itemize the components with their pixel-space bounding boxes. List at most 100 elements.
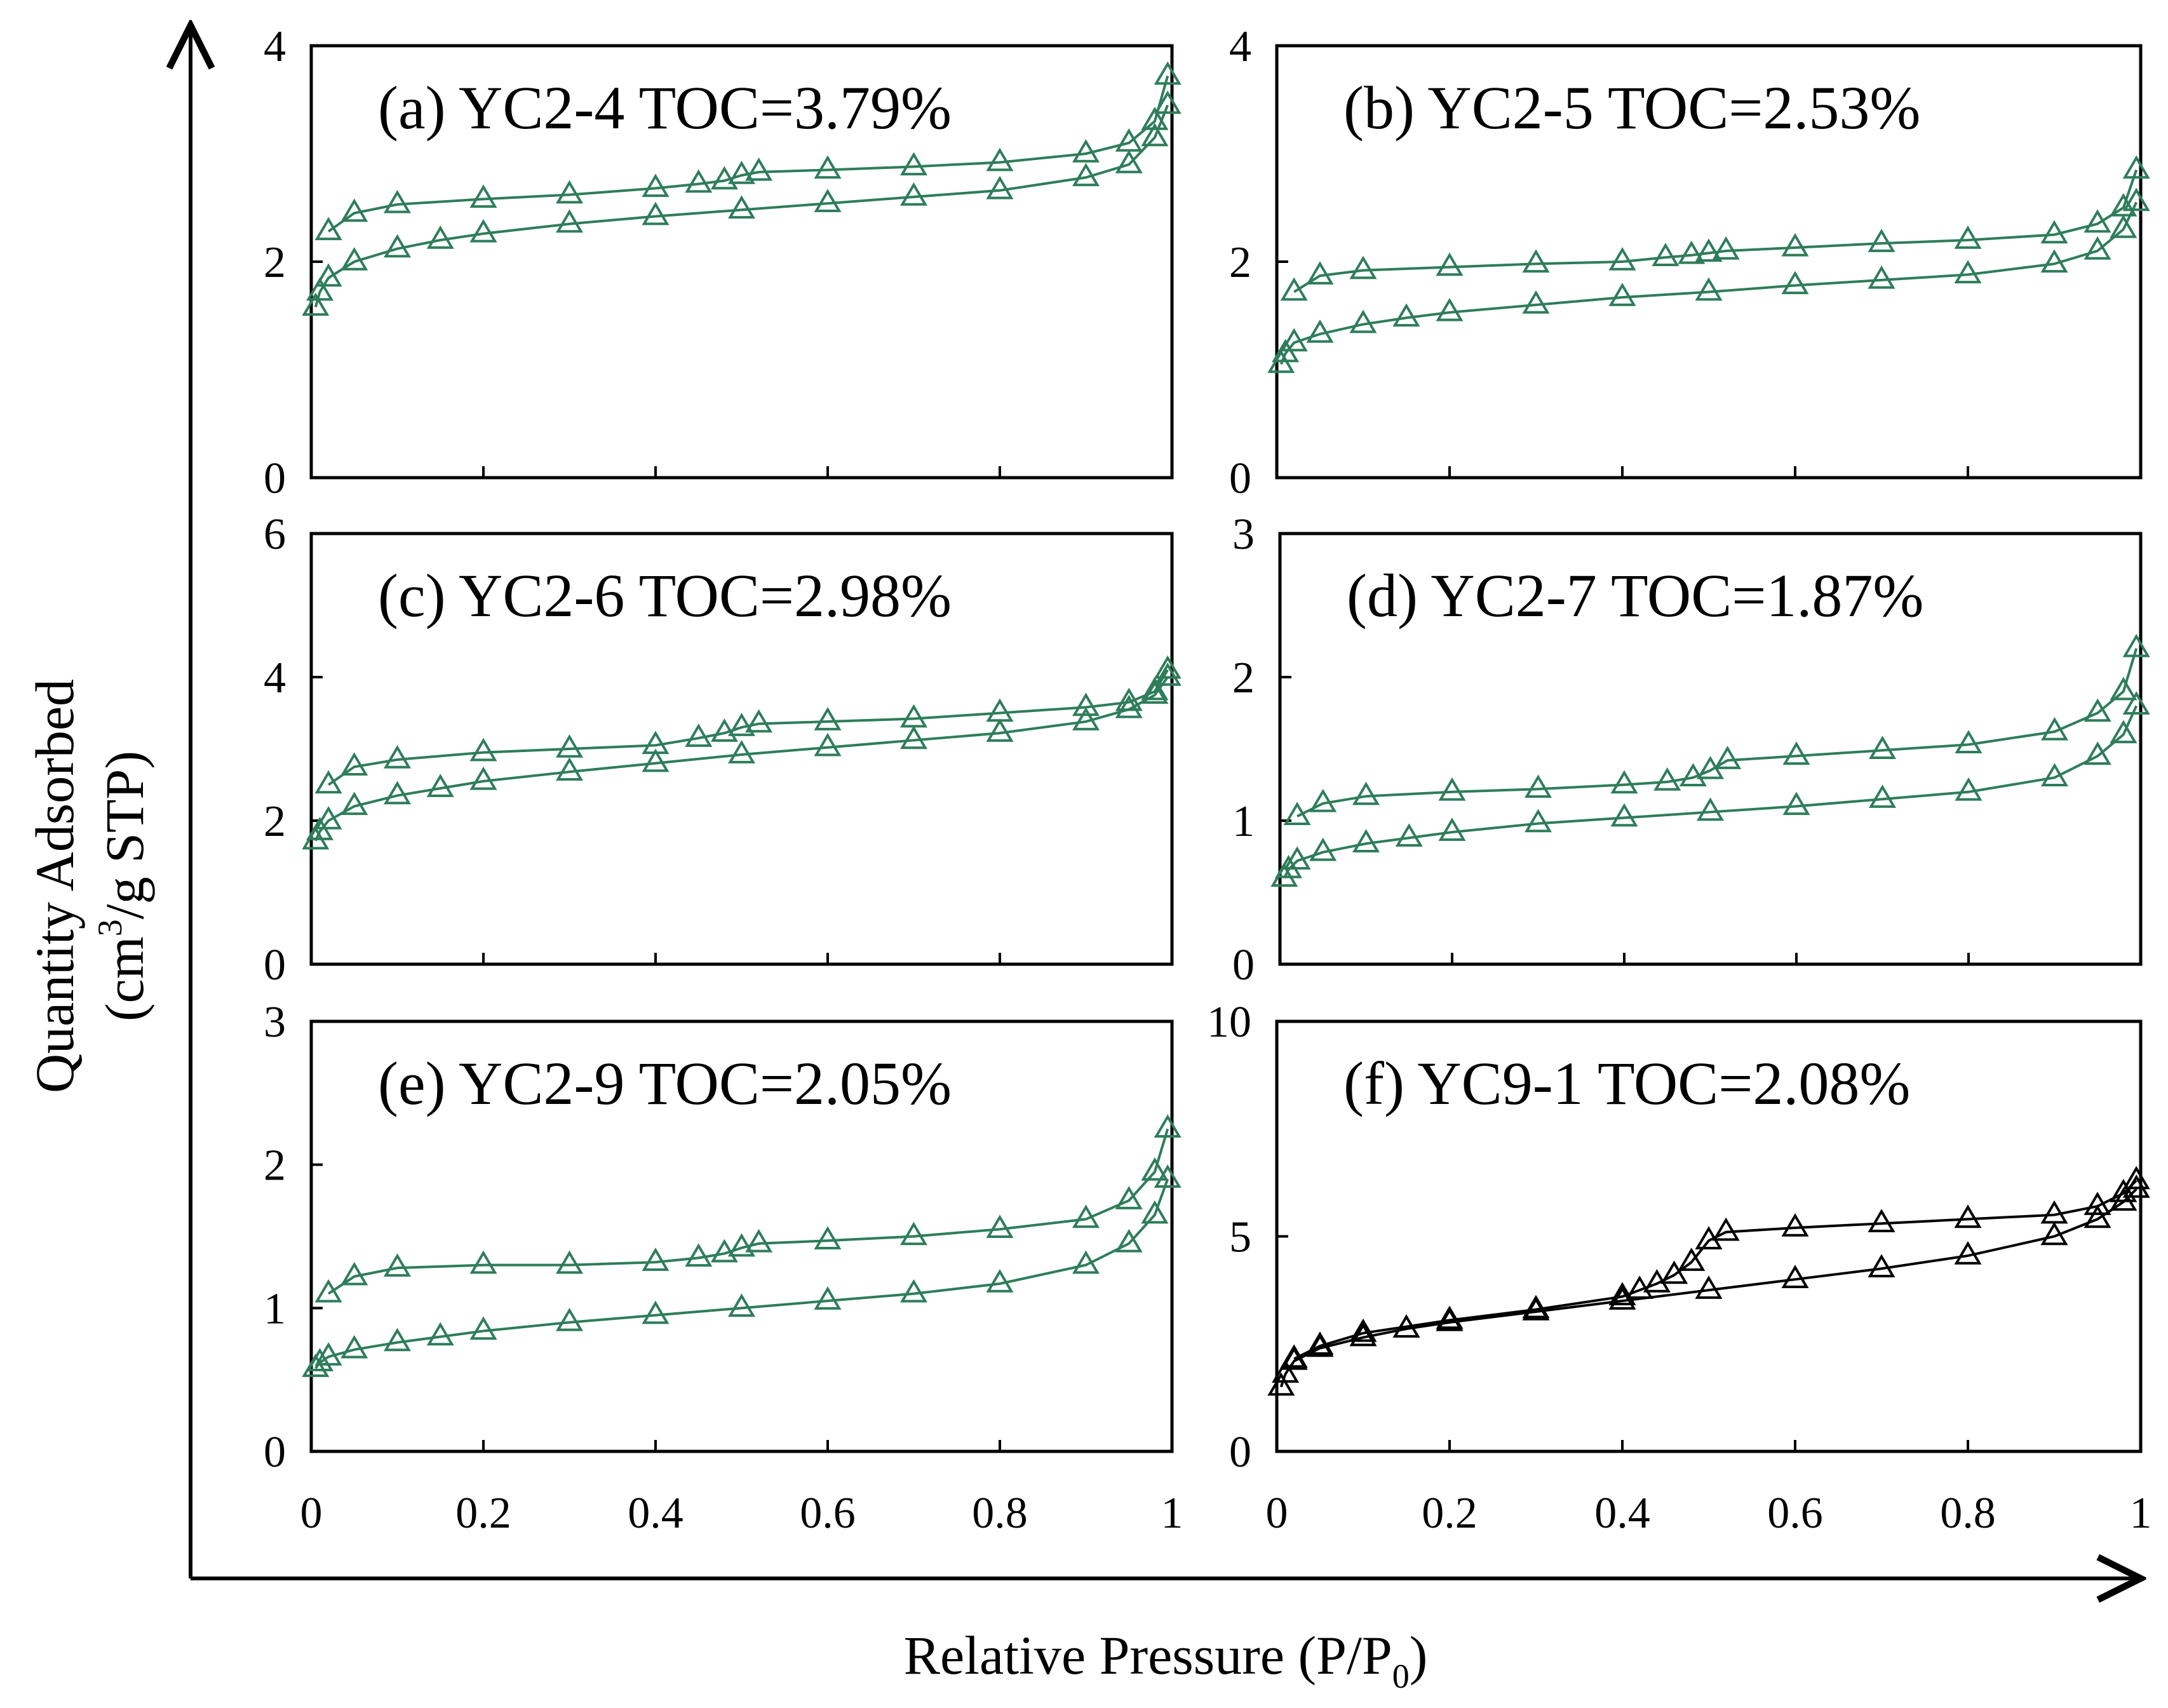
desorption-point [1352, 781, 1380, 805]
desorption-point [899, 704, 928, 728]
x-tick-label: 0.2 [455, 1489, 511, 1538]
adsorption-line [1279, 1188, 2138, 1388]
y-tick-label: 4 [1229, 22, 1251, 71]
x-tick-label: 0 [1266, 1489, 1288, 1538]
adsorption-point [1283, 846, 1311, 870]
adsorption-point [2110, 720, 2138, 744]
desorption-point [469, 184, 497, 208]
desorption-point [1141, 107, 1169, 130]
adsorption-point [1072, 163, 1100, 187]
desorption-point [899, 152, 928, 176]
desorption-line [327, 1128, 1169, 1295]
adsorption-point [2122, 691, 2150, 715]
desorption-point [2122, 1166, 2150, 1190]
desorption-point [986, 698, 1014, 722]
adsorption-point [340, 247, 368, 271]
panel-d: 0 1 2 3 (d) YC2-7 TOC=1.87% [1232, 510, 2150, 990]
desorption-point [1868, 736, 1897, 760]
adsorption-point [306, 277, 334, 301]
adsorption-point [1954, 260, 1982, 284]
y-tick-label: 4 [264, 654, 286, 703]
desorption-point [745, 157, 773, 181]
desorption-line [1293, 169, 2138, 293]
x-tick-label: 1 [1161, 1489, 1183, 1538]
adsorption-point [2040, 1221, 2068, 1246]
desorption-point [1280, 1344, 1308, 1368]
panel-title: (c) YC2-6 TOC=2.98% [378, 561, 952, 629]
panel-title: (e) YC2-9 TOC=2.05% [378, 1049, 952, 1117]
y-axis-title-line1: Quantity Adsorbed [24, 679, 85, 1093]
adsorption-point [306, 1348, 334, 1371]
adsorption-point [986, 718, 1014, 742]
adsorption-point [1154, 662, 1182, 686]
adsorption-point [1115, 694, 1143, 718]
adsorption-point [1781, 1265, 1809, 1288]
desorption-point [555, 734, 584, 758]
y-axis-title: Quantity Adsorbed (cm3/g STP) [24, 679, 155, 1093]
desorption-point [2084, 209, 2111, 233]
adsorption-point [469, 219, 497, 243]
y-tick-label: 6 [264, 510, 286, 559]
x-tick-label: 0.2 [1422, 1489, 1478, 1538]
x-tick-label: 0.6 [800, 1489, 856, 1538]
adsorption-point [727, 1293, 756, 1317]
desorption-point [383, 744, 412, 769]
desorption-point [2040, 1200, 2068, 1224]
adsorption-point [1955, 777, 1983, 801]
desorption-point [1283, 802, 1311, 825]
panel-title: (a) YC2-4 TOC=3.79% [378, 74, 952, 142]
adsorption-point [899, 725, 928, 750]
desorption-point [1438, 777, 1466, 801]
adsorption-point [383, 234, 412, 258]
adsorption-point [1154, 90, 1182, 114]
desorption-point [1714, 746, 1742, 769]
adsorption-point [814, 1286, 842, 1310]
desorption-point [1141, 676, 1169, 701]
desorption-point [1781, 1213, 1809, 1237]
y-tick-label: 2 [1229, 238, 1251, 287]
desorption-point [642, 1247, 670, 1271]
desorption-point [685, 1243, 713, 1267]
adsorption-point [1395, 823, 1423, 847]
y-tick-label: 1 [1232, 797, 1255, 846]
superscript-3: 3 [91, 919, 129, 936]
desorption-point [899, 1221, 928, 1246]
subscript-0: 0 [1392, 1657, 1410, 1695]
desorption-point [1781, 232, 1809, 257]
x-axis-title: Relative Pressure (P/P0) [904, 1625, 1428, 1695]
adsorption-point [2084, 741, 2111, 765]
adsorption-point [1280, 328, 1308, 352]
desorption-point [340, 198, 368, 222]
adsorption-point [2122, 187, 2150, 212]
adsorption-point [1695, 1275, 1723, 1299]
adsorption-point [340, 791, 368, 816]
desorption-point [1608, 247, 1636, 271]
adsorption-point [1782, 791, 1810, 816]
desorption-point [2122, 633, 2150, 657]
desorption-point [1653, 767, 1681, 791]
plot-frame [309, 1019, 1174, 1453]
adsorption-point [1954, 1241, 1982, 1265]
desorption-point [814, 707, 842, 730]
desorption-point [2084, 1192, 2111, 1215]
desorption-point [745, 1228, 773, 1253]
adsorption-point [1306, 319, 1334, 343]
desorption-point [1696, 755, 1725, 779]
desorption-point [1695, 238, 1723, 262]
desorption-point [1154, 655, 1182, 679]
adsorption-point [2084, 236, 2111, 260]
y-tick-label: 10 [1207, 998, 1251, 1047]
adsorption-point [1349, 309, 1377, 333]
x-tick-label: 0.8 [1940, 1489, 1996, 1538]
desorption-point [383, 189, 412, 213]
adsorption-point [555, 1307, 584, 1331]
adsorption-point [469, 1316, 497, 1340]
desorption-point [1524, 774, 1552, 798]
x-tick-label: 1 [2130, 1489, 2152, 1538]
adsorption-point [314, 263, 342, 287]
adsorption-point [314, 806, 342, 830]
desorption-line [1296, 648, 2138, 818]
adsorption-point [555, 757, 584, 781]
desorption-point [642, 730, 670, 755]
